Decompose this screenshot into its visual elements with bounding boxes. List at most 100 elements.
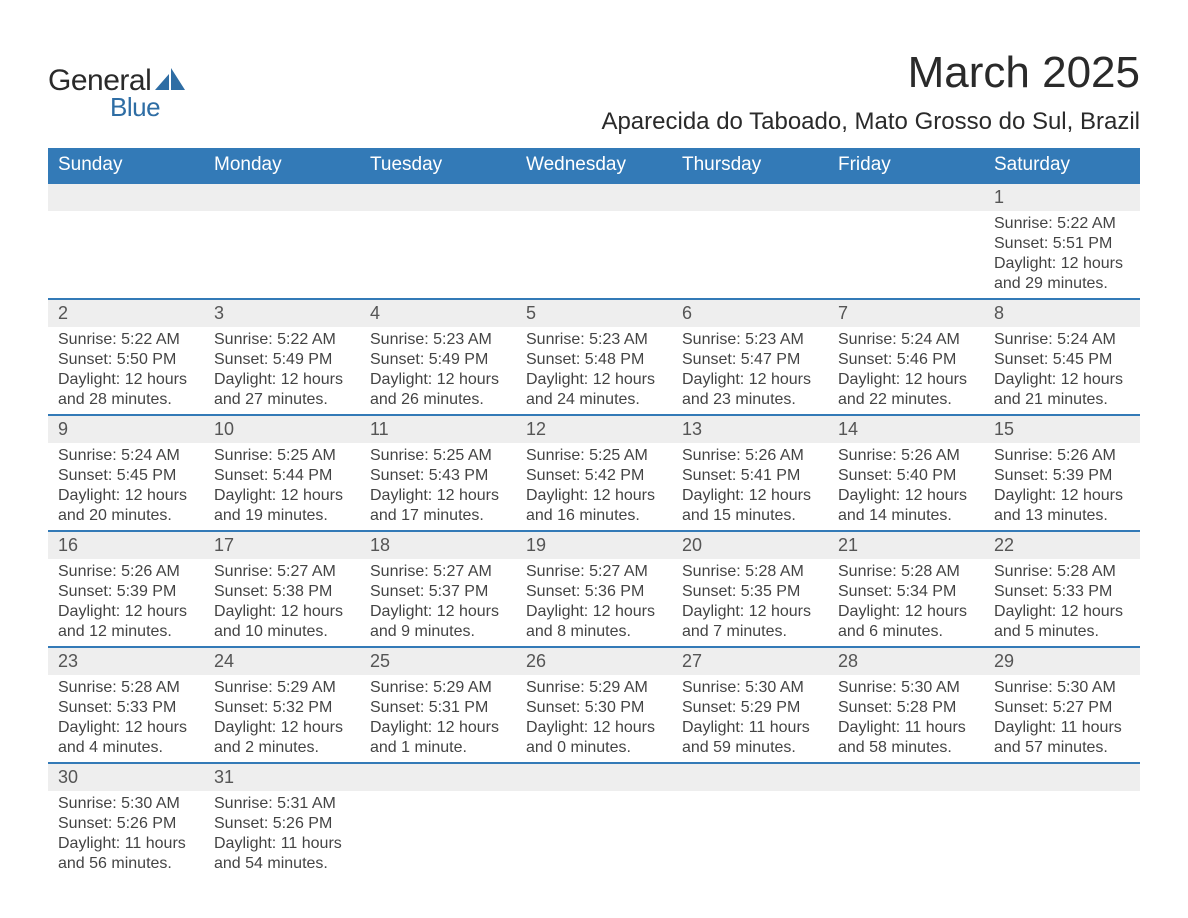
calendar-cell: 29Sunrise: 5:30 AMSunset: 5:27 PMDayligh…	[984, 648, 1140, 762]
day-number: 17	[204, 532, 360, 559]
day-body: Sunrise: 5:24 AMSunset: 5:46 PMDaylight:…	[828, 327, 984, 414]
day-body: Sunrise: 5:25 AMSunset: 5:42 PMDaylight:…	[516, 443, 672, 530]
day-body-empty	[828, 211, 984, 218]
day-body: Sunrise: 5:25 AMSunset: 5:44 PMDaylight:…	[204, 443, 360, 530]
sunset-text: Sunset: 5:35 PM	[682, 582, 818, 602]
calendar-cell: 20Sunrise: 5:28 AMSunset: 5:35 PMDayligh…	[672, 532, 828, 646]
day-body: Sunrise: 5:27 AMSunset: 5:37 PMDaylight:…	[360, 559, 516, 646]
day-number: 1	[984, 184, 1140, 211]
calendar-cell: 23Sunrise: 5:28 AMSunset: 5:33 PMDayligh…	[48, 648, 204, 762]
day-body: Sunrise: 5:24 AMSunset: 5:45 PMDaylight:…	[48, 443, 204, 530]
sunset-text: Sunset: 5:34 PM	[838, 582, 974, 602]
daylight-text: Daylight: 11 hours and 57 minutes.	[994, 718, 1130, 758]
sunset-text: Sunset: 5:30 PM	[526, 698, 662, 718]
calendar-cell: 2Sunrise: 5:22 AMSunset: 5:50 PMDaylight…	[48, 300, 204, 414]
calendar-week: 9Sunrise: 5:24 AMSunset: 5:45 PMDaylight…	[48, 414, 1140, 530]
day-body: Sunrise: 5:29 AMSunset: 5:31 PMDaylight:…	[360, 675, 516, 762]
sunrise-text: Sunrise: 5:24 AM	[994, 330, 1130, 350]
day-body: Sunrise: 5:24 AMSunset: 5:45 PMDaylight:…	[984, 327, 1140, 414]
daylight-text: Daylight: 11 hours and 59 minutes.	[682, 718, 818, 758]
daylight-text: Daylight: 12 hours and 12 minutes.	[58, 602, 194, 642]
day-number-empty	[204, 184, 360, 211]
daylight-text: Daylight: 12 hours and 15 minutes.	[682, 486, 818, 526]
day-body: Sunrise: 5:29 AMSunset: 5:30 PMDaylight:…	[516, 675, 672, 762]
sunrise-text: Sunrise: 5:30 AM	[58, 794, 194, 814]
calendar-cell	[48, 184, 204, 298]
calendar-cell: 12Sunrise: 5:25 AMSunset: 5:42 PMDayligh…	[516, 416, 672, 530]
calendar-cell	[828, 764, 984, 878]
calendar-cell: 8Sunrise: 5:24 AMSunset: 5:45 PMDaylight…	[984, 300, 1140, 414]
title-block: March 2025 Aparecida do Taboado, Mato Gr…	[601, 48, 1140, 136]
day-body: Sunrise: 5:28 AMSunset: 5:33 PMDaylight:…	[984, 559, 1140, 646]
sunrise-text: Sunrise: 5:31 AM	[214, 794, 350, 814]
day-number: 12	[516, 416, 672, 443]
page-subtitle: Aparecida do Taboado, Mato Grosso do Sul…	[601, 108, 1140, 136]
calendar-cell: 27Sunrise: 5:30 AMSunset: 5:29 PMDayligh…	[672, 648, 828, 762]
sunset-text: Sunset: 5:45 PM	[994, 350, 1130, 370]
daylight-text: Daylight: 12 hours and 26 minutes.	[370, 370, 506, 410]
calendar-cell	[204, 184, 360, 298]
day-number-empty	[984, 764, 1140, 791]
day-body-empty	[360, 211, 516, 218]
daylight-text: Daylight: 12 hours and 27 minutes.	[214, 370, 350, 410]
sunset-text: Sunset: 5:32 PM	[214, 698, 350, 718]
day-number: 14	[828, 416, 984, 443]
sunset-text: Sunset: 5:48 PM	[526, 350, 662, 370]
daylight-text: Daylight: 12 hours and 5 minutes.	[994, 602, 1130, 642]
calendar-week: 1Sunrise: 5:22 AMSunset: 5:51 PMDaylight…	[48, 184, 1140, 298]
day-number: 8	[984, 300, 1140, 327]
day-number-empty	[360, 184, 516, 211]
day-number: 18	[360, 532, 516, 559]
sunrise-text: Sunrise: 5:28 AM	[682, 562, 818, 582]
header: General Blue March 2025 Aparecida do Tab…	[48, 48, 1140, 136]
sunrise-text: Sunrise: 5:23 AM	[370, 330, 506, 350]
day-number: 5	[516, 300, 672, 327]
calendar-cell: 28Sunrise: 5:30 AMSunset: 5:28 PMDayligh…	[828, 648, 984, 762]
calendar-week: 2Sunrise: 5:22 AMSunset: 5:50 PMDaylight…	[48, 298, 1140, 414]
daylight-text: Daylight: 12 hours and 16 minutes.	[526, 486, 662, 526]
calendar-cell: 4Sunrise: 5:23 AMSunset: 5:49 PMDaylight…	[360, 300, 516, 414]
sunrise-text: Sunrise: 5:24 AM	[58, 446, 194, 466]
daylight-text: Daylight: 12 hours and 14 minutes.	[838, 486, 974, 526]
sunrise-text: Sunrise: 5:26 AM	[682, 446, 818, 466]
calendar-header-cell: Saturday	[984, 148, 1140, 184]
day-body: Sunrise: 5:23 AMSunset: 5:49 PMDaylight:…	[360, 327, 516, 414]
sunrise-text: Sunrise: 5:26 AM	[58, 562, 194, 582]
day-number: 28	[828, 648, 984, 675]
sunrise-text: Sunrise: 5:27 AM	[214, 562, 350, 582]
daylight-text: Daylight: 12 hours and 13 minutes.	[994, 486, 1130, 526]
calendar-cell: 11Sunrise: 5:25 AMSunset: 5:43 PMDayligh…	[360, 416, 516, 530]
calendar-cell	[672, 184, 828, 298]
day-body: Sunrise: 5:31 AMSunset: 5:26 PMDaylight:…	[204, 791, 360, 878]
sunset-text: Sunset: 5:41 PM	[682, 466, 818, 486]
day-number: 24	[204, 648, 360, 675]
day-body: Sunrise: 5:22 AMSunset: 5:49 PMDaylight:…	[204, 327, 360, 414]
calendar-week: 23Sunrise: 5:28 AMSunset: 5:33 PMDayligh…	[48, 646, 1140, 762]
daylight-text: Daylight: 12 hours and 6 minutes.	[838, 602, 974, 642]
sunrise-text: Sunrise: 5:25 AM	[214, 446, 350, 466]
sunrise-text: Sunrise: 5:26 AM	[838, 446, 974, 466]
daylight-text: Daylight: 12 hours and 1 minute.	[370, 718, 506, 758]
calendar-cell: 31Sunrise: 5:31 AMSunset: 5:26 PMDayligh…	[204, 764, 360, 878]
day-number-empty	[516, 764, 672, 791]
sunrise-text: Sunrise: 5:25 AM	[370, 446, 506, 466]
sunset-text: Sunset: 5:39 PM	[994, 466, 1130, 486]
sunset-text: Sunset: 5:36 PM	[526, 582, 662, 602]
day-body: Sunrise: 5:23 AMSunset: 5:47 PMDaylight:…	[672, 327, 828, 414]
calendar-cell: 22Sunrise: 5:28 AMSunset: 5:33 PMDayligh…	[984, 532, 1140, 646]
daylight-text: Daylight: 12 hours and 29 minutes.	[994, 254, 1130, 294]
day-number: 13	[672, 416, 828, 443]
day-body-empty	[516, 791, 672, 798]
calendar: SundayMondayTuesdayWednesdayThursdayFrid…	[48, 148, 1140, 878]
day-body: Sunrise: 5:26 AMSunset: 5:41 PMDaylight:…	[672, 443, 828, 530]
day-number: 29	[984, 648, 1140, 675]
day-body: Sunrise: 5:30 AMSunset: 5:27 PMDaylight:…	[984, 675, 1140, 762]
sunset-text: Sunset: 5:49 PM	[370, 350, 506, 370]
daylight-text: Daylight: 12 hours and 23 minutes.	[682, 370, 818, 410]
calendar-cell: 26Sunrise: 5:29 AMSunset: 5:30 PMDayligh…	[516, 648, 672, 762]
sunrise-text: Sunrise: 5:26 AM	[994, 446, 1130, 466]
sunset-text: Sunset: 5:47 PM	[682, 350, 818, 370]
sunset-text: Sunset: 5:26 PM	[58, 814, 194, 834]
day-body: Sunrise: 5:29 AMSunset: 5:32 PMDaylight:…	[204, 675, 360, 762]
daylight-text: Daylight: 12 hours and 0 minutes.	[526, 718, 662, 758]
